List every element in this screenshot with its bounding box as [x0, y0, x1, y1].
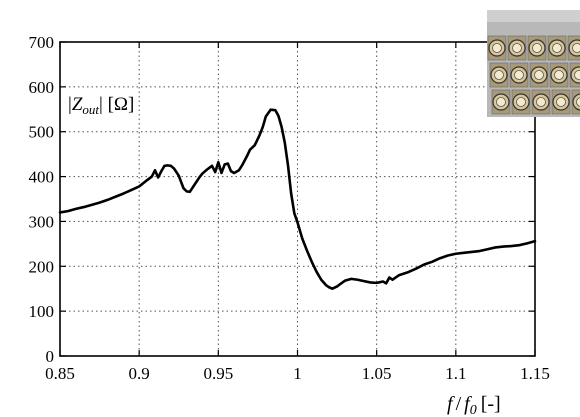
- inset-core: [494, 70, 504, 80]
- inset-core: [572, 43, 580, 53]
- x-tick-label: 1.05: [362, 364, 392, 383]
- inset-core: [576, 97, 580, 107]
- x-tick-label: 0.85: [45, 364, 75, 383]
- y-tick-label: 500: [29, 123, 55, 142]
- inset-core: [492, 43, 502, 53]
- inset-core: [512, 43, 522, 53]
- coaxial-array-inset: [487, 10, 580, 117]
- inset-core: [574, 70, 580, 80]
- y-tick-labels: 0 100 200 300 400 500 600 700: [29, 33, 55, 366]
- x-tick-label: 1: [293, 364, 302, 383]
- inset-core: [534, 70, 544, 80]
- x-tick-label: 1.1: [445, 364, 466, 383]
- y-tick-label: 600: [29, 78, 55, 97]
- x-tick-label: 0.9: [129, 364, 150, 383]
- y-tick-label: 0: [46, 347, 55, 366]
- impedance-annotation: |Zout| [Ω]: [68, 94, 134, 117]
- y-tick-label: 700: [29, 33, 55, 52]
- inset-core: [532, 43, 542, 53]
- y-tick-label: 200: [29, 257, 55, 276]
- inset-core: [496, 97, 506, 107]
- y-tick-label: 300: [29, 212, 55, 231]
- inset-core: [536, 97, 546, 107]
- tick-marks: [59, 41, 536, 357]
- inset-core: [552, 43, 562, 53]
- x-axis-label: f / f0 [-]: [447, 393, 501, 417]
- inset-core: [554, 70, 564, 80]
- inset-core: [514, 70, 524, 80]
- x-tick-labels: 0.85 0.9 0.95 1 1.05 1.1 1.15: [45, 364, 550, 383]
- y-tick-label: 100: [29, 302, 55, 321]
- x-tick-label: 0.95: [203, 364, 233, 383]
- grid-lines: [60, 42, 535, 356]
- series-line-z-out: [58, 108, 537, 291]
- inset-core: [556, 97, 566, 107]
- inset-core: [516, 97, 526, 107]
- x-tick-label: 1.15: [520, 364, 550, 383]
- y-tick-label: 400: [29, 168, 55, 187]
